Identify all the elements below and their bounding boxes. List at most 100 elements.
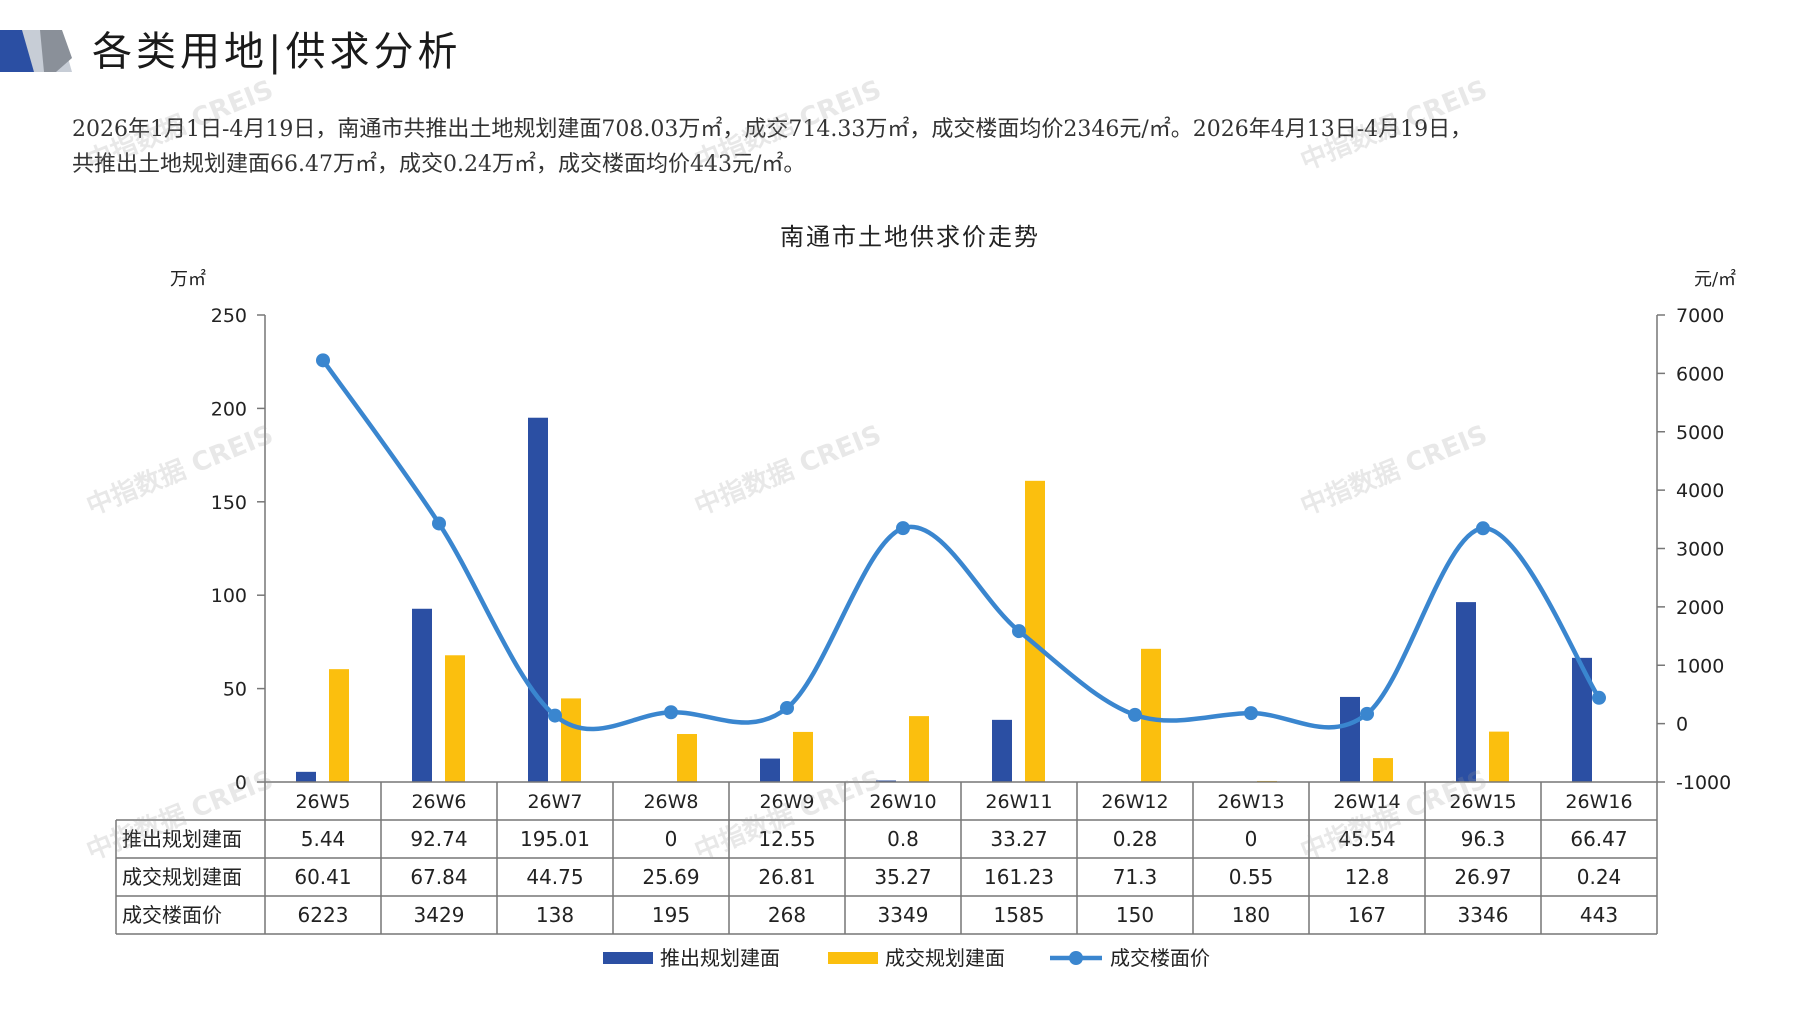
right-axis-unit: 元/㎡ xyxy=(1694,268,1736,290)
price-point xyxy=(896,521,910,536)
price-point xyxy=(1360,706,1374,721)
price-point xyxy=(1592,690,1606,705)
table-cell-value: 3346 xyxy=(1458,903,1509,927)
bar-supply xyxy=(528,417,548,782)
x-tick-label: 26W7 xyxy=(527,791,582,813)
table-cell-value: 0.24 xyxy=(1577,865,1622,889)
bar-transaction xyxy=(1025,480,1045,782)
x-tick-label: 26W15 xyxy=(1449,791,1516,813)
left-axis-unit: 万㎡ xyxy=(170,268,206,290)
left-axis-tick-label: 200 xyxy=(211,398,247,420)
bar-transaction xyxy=(561,698,581,782)
table-cell-value: 0.28 xyxy=(1113,827,1158,851)
table-cell-value: 3349 xyxy=(878,903,929,927)
summary-line-2: 共推出土地规划建面66.47万㎡，成交0.24万㎡，成交楼面均价443元/㎡。 xyxy=(72,152,806,177)
table-cell-value: 0 xyxy=(1245,827,1258,851)
logo-block-icon xyxy=(0,30,72,72)
price-point xyxy=(316,353,330,368)
table-cell-value: 0 xyxy=(665,827,678,851)
x-tick-label: 26W6 xyxy=(411,791,466,813)
legend-label-price: 成交楼面价 xyxy=(1110,946,1210,970)
table-cell-value: 71.3 xyxy=(1113,865,1158,889)
table-cell-value: 92.74 xyxy=(410,827,467,851)
right-axis-tick-label: 6000 xyxy=(1676,363,1724,385)
table-cell-value: 0.8 xyxy=(887,827,919,851)
right-axis-tick-label: 2000 xyxy=(1676,597,1724,619)
table-cell-value: 26.81 xyxy=(758,865,815,889)
right-axis-tick-label: 5000 xyxy=(1676,422,1724,444)
bar-supply xyxy=(992,719,1012,782)
table-cell-value: 1585 xyxy=(994,903,1045,927)
left-axis-tick-label: 250 xyxy=(211,305,247,327)
table-cell-value: 60.41 xyxy=(294,865,351,889)
table-cell-value: 3429 xyxy=(414,903,465,927)
right-axis-tick-label: 0 xyxy=(1676,714,1688,736)
table-cell-value: 12.55 xyxy=(758,827,815,851)
bar-transaction xyxy=(793,731,813,782)
right-axis-tick-label: -1000 xyxy=(1676,772,1731,794)
table-cell-value: 67.84 xyxy=(410,865,467,889)
right-axis-tick-label: 7000 xyxy=(1676,305,1724,327)
table-cell-value: 0.55 xyxy=(1229,865,1274,889)
x-tick-label: 26W16 xyxy=(1565,791,1632,813)
bar-transaction xyxy=(1141,648,1161,782)
table-cell-value: 150 xyxy=(1116,903,1154,927)
bar-supply xyxy=(760,758,780,782)
bar-supply xyxy=(412,608,432,782)
table-row-label: 成交规划建面 xyxy=(122,865,242,889)
header: 各类用地|供求分析 xyxy=(0,24,1797,80)
left-axis-tick-label: 0 xyxy=(235,772,247,794)
table-cell-value: 66.47 xyxy=(1570,827,1627,851)
page-title: 各类用地|供求分析 xyxy=(92,29,462,75)
legend-swatch-transaction xyxy=(828,952,878,964)
price-point xyxy=(1012,624,1026,639)
table-cell-value: 12.8 xyxy=(1345,865,1390,889)
left-axis-tick-label: 100 xyxy=(211,585,247,607)
x-tick-label: 26W14 xyxy=(1333,791,1400,813)
table-cell-value: 44.75 xyxy=(526,865,583,889)
price-point xyxy=(1128,707,1142,722)
table-cell-value: 138 xyxy=(536,903,574,927)
price-line xyxy=(321,359,1601,732)
legend-label-transaction: 成交规划建面 xyxy=(885,946,1005,970)
x-tick-label: 26W12 xyxy=(1101,791,1168,813)
bar-transaction xyxy=(1373,758,1393,782)
bar-transaction xyxy=(909,716,929,782)
bar-transaction xyxy=(445,655,465,782)
x-tick-label: 26W5 xyxy=(295,791,350,813)
table-cell-value: 33.27 xyxy=(990,827,1047,851)
table-cell-value: 45.54 xyxy=(1338,827,1395,851)
left-axis-tick-label: 50 xyxy=(223,679,247,701)
table-cell-value: 6223 xyxy=(298,903,349,927)
summary-text: 2026年1月1日-4月19日，南通市共推出土地规划建面708.03万㎡，成交7… xyxy=(72,112,1762,182)
table-cell-value: 195 xyxy=(652,903,690,927)
x-tick-label: 26W13 xyxy=(1217,791,1284,813)
x-tick-label: 26W8 xyxy=(643,791,698,813)
x-tick-label: 26W10 xyxy=(869,791,936,813)
left-axis-tick-label: 150 xyxy=(211,492,247,514)
right-axis-tick-label: 3000 xyxy=(1676,539,1724,561)
right-axis-tick-label: 1000 xyxy=(1676,655,1724,677)
table-cell-value: 25.69 xyxy=(642,865,699,889)
table-cell-value: 195.01 xyxy=(520,827,590,851)
table-cell-value: 26.97 xyxy=(1454,865,1511,889)
bar-transaction xyxy=(1489,731,1509,782)
table-cell-value: 180 xyxy=(1232,903,1270,927)
price-point xyxy=(548,708,562,723)
table-cell-value: 161.23 xyxy=(984,865,1054,889)
table-cell-value: 5.44 xyxy=(301,827,346,851)
legend-marker-price xyxy=(1069,951,1083,965)
table-cell-value: 443 xyxy=(1580,903,1618,927)
table-cell-value: 268 xyxy=(768,903,806,927)
bar-supply xyxy=(296,771,316,782)
legend-swatch-supply xyxy=(603,952,653,964)
x-tick-label: 26W9 xyxy=(759,791,814,813)
right-axis-tick-label: 4000 xyxy=(1676,480,1724,502)
table-row-label: 推出规划建面 xyxy=(122,827,242,851)
bar-transaction xyxy=(329,669,349,782)
summary-line-1: 2026年1月1日-4月19日，南通市共推出土地规划建面708.03万㎡，成交7… xyxy=(72,117,1473,142)
chart-title: 南通市土地供求价走势 xyxy=(780,223,1040,251)
price-point xyxy=(1244,706,1258,721)
table-cell-value: 167 xyxy=(1348,903,1386,927)
bar-transaction xyxy=(677,734,697,782)
